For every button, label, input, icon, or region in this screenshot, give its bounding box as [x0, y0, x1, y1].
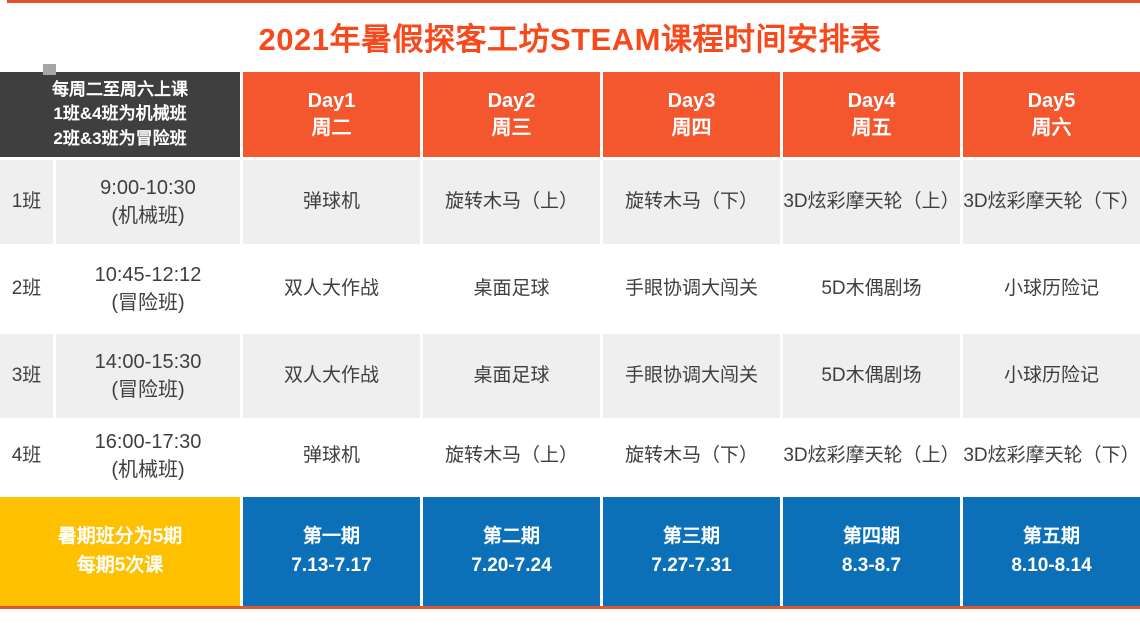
class-type: (机械班)	[111, 205, 185, 227]
time-range: 10:45-12:12	[94, 264, 202, 286]
activity-cell: 弹球机	[243, 160, 420, 244]
activity-cell: 3D炫彩摩天轮（下）	[963, 421, 1140, 491]
time-range: 16:00-17:30	[94, 431, 202, 453]
time-range: 9:00-10:30	[100, 177, 196, 199]
session-dates: 7.27-7.31	[651, 554, 732, 576]
session-1-cell: 第一期 7.13-7.17	[243, 497, 420, 606]
activity-cell: 3D炫彩摩天轮（上）	[783, 421, 960, 491]
day-label: Day3	[667, 89, 716, 112]
page-title: 2021年暑假探客工坊STEAM课程时间安排表	[258, 22, 882, 57]
day-header-day3: Day3 周四	[603, 72, 780, 157]
gray-handle-artifact	[43, 64, 56, 75]
schedule-table: 每周二至周六上课 1班&4班为机械班 2班&3班为冒险班 Day1 周二 Day…	[0, 72, 1140, 491]
weekday-label: 周四	[671, 116, 712, 139]
activity-cell: 手眼协调大闯关	[603, 247, 780, 331]
day-header-day5: Day5 周六	[963, 72, 1140, 157]
activity-cell: 3D炫彩摩天轮（下）	[963, 160, 1140, 244]
day-header-day1: Day1 周二	[243, 72, 420, 157]
time-cell: 10:45-12:12 (冒险班)	[56, 247, 240, 331]
session-3-cell: 第三期 7.27-7.31	[603, 497, 780, 606]
session-dates: 7.13-7.17	[291, 554, 372, 576]
sessions-footer: 暑期班分为5期 每期5次课 第一期 7.13-7.17 第二期 7.20-7.2…	[0, 497, 1140, 609]
activity-cell: 5D木偶剧场	[783, 247, 960, 331]
day-header-day4: Day4 周五	[783, 72, 960, 157]
class-type: (冒险班)	[111, 379, 185, 401]
session-dates: 7.20-7.24	[471, 554, 552, 576]
activity-cell: 小球历险记	[963, 334, 1140, 418]
time-cell: 14:00-15:30 (冒险班)	[56, 334, 240, 418]
class-type: (冒险班)	[111, 292, 185, 314]
weekday-label: 周三	[491, 116, 532, 139]
activity-cell: 桌面足球	[423, 247, 600, 331]
table-note-cell: 每周二至周六上课 1班&4班为机械班 2班&3班为冒险班	[0, 72, 240, 157]
activity-cell: 旋转木马（上）	[423, 421, 600, 491]
table-note-line: 2班&3班为冒险班	[53, 128, 187, 148]
weekday-label: 周六	[1031, 116, 1072, 139]
day-header-day2: Day2 周三	[423, 72, 600, 157]
top-accent-bar	[7, 0, 1140, 3]
time-range: 14:00-15:30	[94, 351, 202, 373]
footer-note-cell: 暑期班分为5期 每期5次课	[0, 497, 240, 606]
session-dates: 8.10-8.14	[1011, 554, 1092, 576]
session-dates: 8.3-8.7	[841, 554, 902, 576]
day-label: Day2	[487, 89, 536, 112]
activity-cell: 旋转木马（下）	[603, 160, 780, 244]
activity-cell: 旋转木马（下）	[603, 421, 780, 491]
table-note-line: 1班&4班为机械班	[53, 104, 187, 124]
day-label: Day4	[847, 89, 896, 112]
session-5-cell: 第五期 8.10-8.14	[963, 497, 1140, 606]
class-label-cell: 3班	[0, 334, 53, 418]
day-label: Day1	[307, 89, 356, 112]
time-cell: 9:00-10:30 (机械班)	[56, 160, 240, 244]
activity-cell: 弹球机	[243, 421, 420, 491]
activity-cell: 手眼协调大闯关	[603, 334, 780, 418]
activity-cell: 桌面足球	[423, 334, 600, 418]
session-name: 第五期	[1022, 526, 1080, 547]
footer-note-line: 暑期班分为5期	[57, 526, 183, 547]
activity-cell: 双人大作战	[243, 247, 420, 331]
class-type: (机械班)	[111, 459, 185, 481]
weekday-label: 周二	[311, 116, 352, 139]
activity-cell: 3D炫彩摩天轮（上）	[783, 160, 960, 244]
session-2-cell: 第二期 7.20-7.24	[423, 497, 600, 606]
day-label: Day5	[1027, 89, 1076, 112]
class-label-cell: 2班	[0, 247, 53, 331]
activity-cell: 旋转木马（上）	[423, 160, 600, 244]
class-label-cell: 4班	[0, 421, 53, 491]
activity-cell: 双人大作战	[243, 334, 420, 418]
session-name: 第三期	[662, 526, 720, 547]
time-cell: 16:00-17:30 (机械班)	[56, 421, 240, 491]
class-label-cell: 1班	[0, 160, 53, 244]
activity-cell: 小球历险记	[963, 247, 1140, 331]
session-name: 第四期	[842, 526, 900, 547]
activity-cell: 5D木偶剧场	[783, 334, 960, 418]
weekday-label: 周五	[851, 116, 892, 139]
footer-note-line: 每期5次课	[76, 554, 164, 576]
session-name: 第一期	[302, 526, 360, 547]
session-4-cell: 第四期 8.3-8.7	[783, 497, 960, 606]
session-name: 第二期	[482, 526, 540, 547]
table-note-line: 每周二至周六上课	[52, 80, 188, 100]
